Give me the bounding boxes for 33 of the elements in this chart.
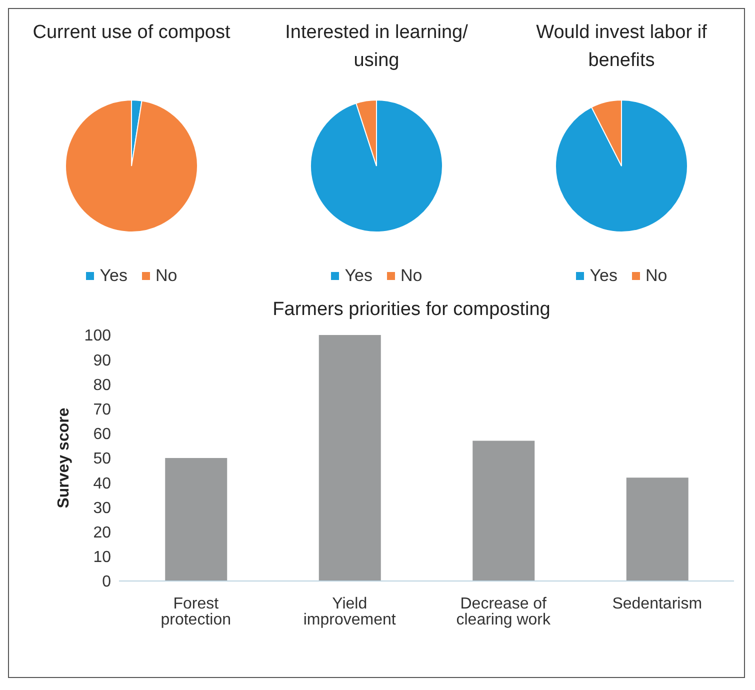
legend-label: No [400,266,422,286]
y-axis-title: Survey score [56,408,73,508]
chart-title: Current use of compost [32,21,232,45]
pie-slice [310,100,443,232]
legend-label: Yes [344,266,372,286]
bar [472,440,535,581]
legend-label: No [644,266,668,286]
chart-title: Would invest labor if benefits [535,21,708,73]
pie-slice [555,100,688,232]
y-tick-label: 40 [93,475,112,492]
y-tick-label: 10 [93,549,112,566]
x-tick-label: Sedentarism [612,595,702,612]
y-tick-label: 80 [93,376,112,394]
y-tick-label: 60 [93,426,112,444]
legend-label: No [154,266,178,286]
x-tick-label: Forest protection [160,595,232,628]
y-tick-label: 0 [102,574,112,591]
y-tick-label: 20 [93,524,112,542]
y-tick-label: 50 [93,450,112,468]
y-tick-label: 90 [93,352,112,370]
legend-label: Yes [588,266,618,286]
x-tick-label: Decrease of clearing work [456,595,552,628]
bar [626,478,688,581]
pie-slice [65,100,198,232]
x-tick-label: Yield improvement [303,595,396,628]
y-tick-label: 100 [84,328,112,345]
bar [165,458,228,581]
chart-title: Interested in learning/ using [284,21,469,73]
legend-label: Yes [98,266,128,286]
bar [318,335,381,581]
y-tick-label: 30 [93,500,112,517]
chart-title: Farmers priorities for composting [272,299,552,321]
y-tick-label: 70 [93,401,112,418]
